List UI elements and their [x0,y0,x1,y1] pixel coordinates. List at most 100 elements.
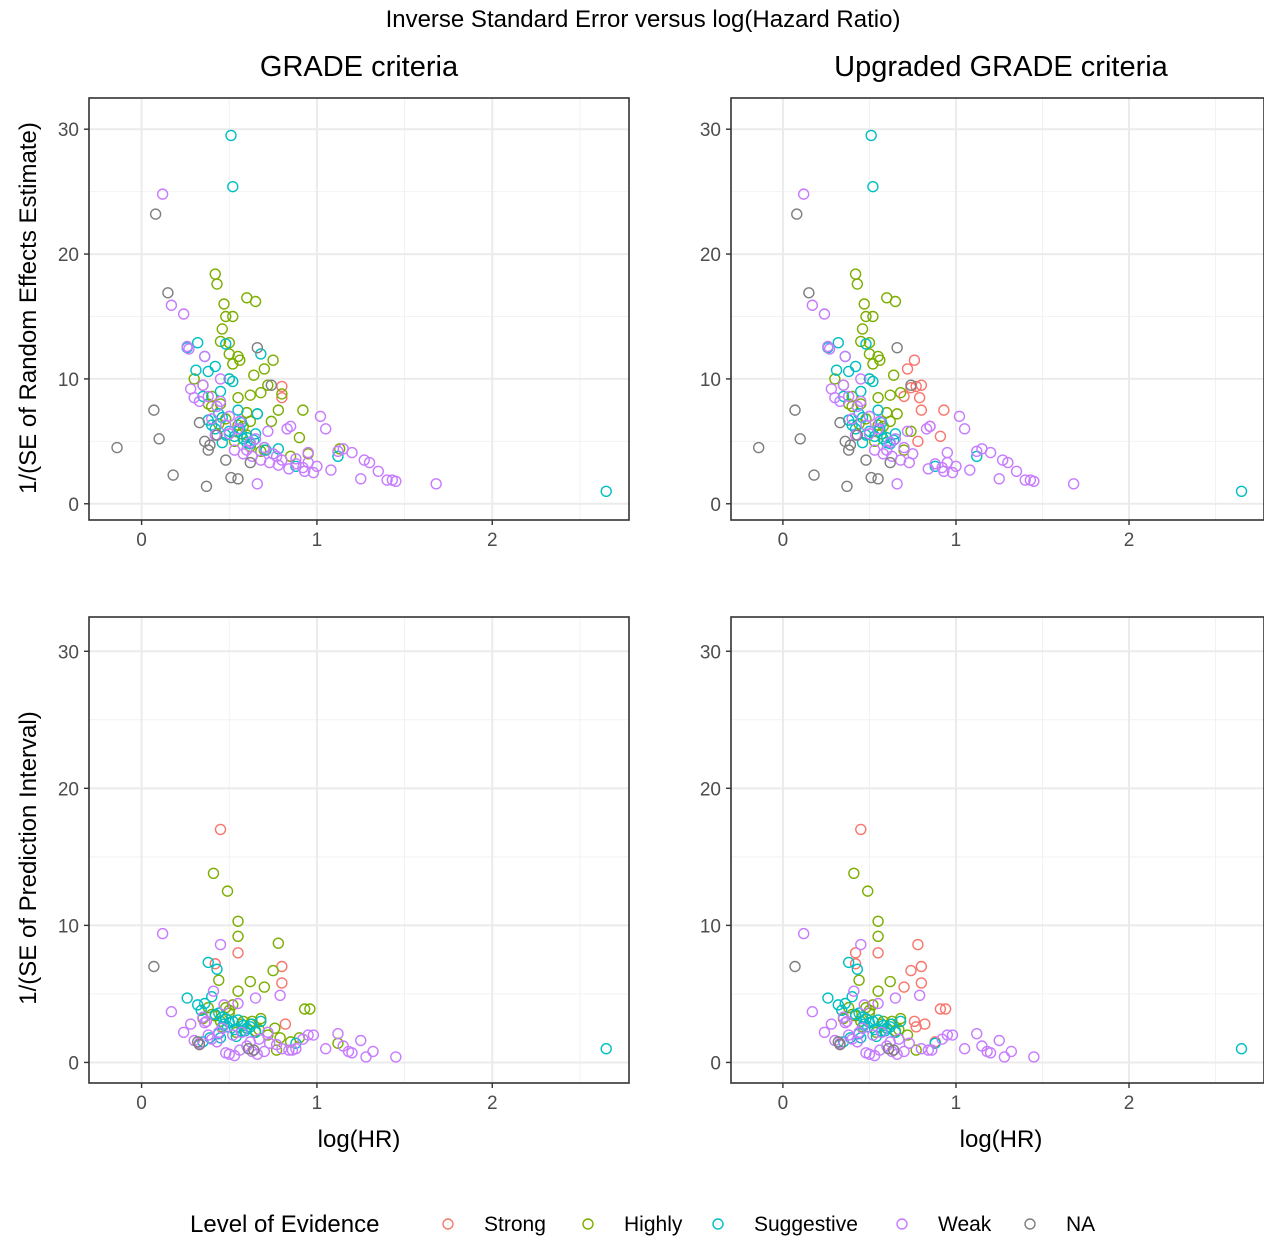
data-point [794,433,806,445]
series-weak [797,927,1040,1063]
data-point [214,395,227,408]
panel-background [89,617,629,1083]
data-point [332,445,344,458]
data-point [156,188,169,200]
data-point [993,1034,1005,1047]
data-point [901,425,914,438]
data-point [887,1044,900,1056]
legend-item-weak: Weak [896,1213,992,1236]
data-point [600,485,612,497]
data-point [165,1006,178,1018]
data-point [232,404,244,416]
data-point [249,295,262,308]
data-point [258,363,271,375]
data-point [286,1044,299,1056]
panel-4: 0 10 20 30 0 1 2 [700,616,1264,1114]
legend-key-icon [442,1218,454,1230]
data-point [207,985,220,997]
data-point [242,1043,255,1055]
data-point [230,1026,242,1038]
data-point [889,992,902,1004]
data-point [867,310,879,323]
data-point [149,208,162,220]
data-point [855,395,867,408]
data-point [941,1029,954,1041]
data-point [334,443,346,455]
data-point [227,358,239,370]
data-point [950,460,962,473]
data-point [325,464,337,476]
data-point [214,823,227,836]
legend-item-label: Suggestive [754,1213,858,1236]
legend-items: Strong Highly Suggestive Weak NA [442,1213,1095,1236]
data-point [842,956,855,969]
data-point [853,974,865,986]
legend-title: Level of Evidence [190,1211,379,1238]
data-point [829,373,841,385]
data-point [276,388,288,400]
data-point [858,298,870,310]
data-point [232,930,244,943]
data-point [752,441,765,454]
data-point [225,471,237,484]
data-point [993,473,1005,485]
data-point [220,310,232,323]
series-na [111,208,278,492]
data-point [255,454,267,466]
data-point [870,1026,883,1038]
data-point [848,985,860,997]
data-point [293,431,306,444]
data-point [964,464,976,476]
data-point [884,975,896,988]
data-point [912,938,924,951]
data-point [808,469,820,481]
y-axis-label-bottom: 1/(SE of Prediction Interval) [15,711,42,1004]
legend-item-highly: Highly [582,1213,683,1236]
data-point [311,460,323,473]
data-point [177,308,190,320]
data-point [232,997,244,1010]
data-point [803,287,815,299]
data-point [181,340,193,353]
series-weak [156,188,442,490]
data-point [234,415,246,428]
data-point [984,446,997,459]
data-point [894,386,907,399]
data-point [856,323,869,335]
panel-3: 0 10 20 30 0 1 2 [58,616,630,1114]
data-point [218,999,230,1011]
data-point [192,1036,204,1048]
data-point [190,364,202,376]
data-point [934,430,947,443]
data-point [235,1026,248,1038]
data-point [262,1026,274,1038]
data-point [267,964,279,977]
data-point [255,386,267,399]
data-point [849,958,862,970]
data-point [272,404,285,416]
data-point [332,1027,344,1040]
data-point [791,208,803,220]
data-point [846,413,858,425]
y-tick-label: 20 [58,245,79,266]
data-point [946,1029,959,1041]
y-tick-label: 0 [68,495,79,516]
data-point [248,369,260,381]
data-point [262,425,274,438]
data-point [872,985,884,997]
data-point [894,454,907,466]
data-point [156,927,169,940]
data-point [206,413,218,425]
data-point [908,1015,921,1028]
data-point [363,456,376,469]
data-point [898,390,910,403]
data-point [148,960,160,973]
data-point [218,298,230,310]
data-point [167,469,179,481]
y-axis-label-top: 1/(SE of Random Effects Estimate) [15,122,42,494]
data-point [920,423,933,435]
legend-key-icon [896,1218,908,1230]
data-point [251,478,264,490]
data-point [232,473,244,485]
